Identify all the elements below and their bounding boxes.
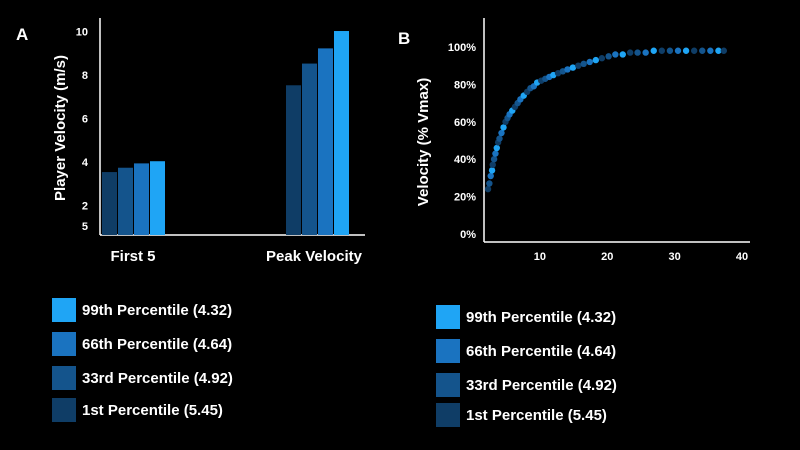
y-tick-label: 5 [82,221,88,233]
x-tick-label: 40 [736,251,748,263]
legend-item: 1st Percentile (5.45) [52,398,223,422]
x-category-label: First 5 [110,248,155,265]
scatter-point [493,144,500,152]
y-tick-label: 40% [454,154,476,166]
scatter-point [605,53,612,60]
y-tick-label: 100% [448,42,476,54]
scatter-point [496,135,503,142]
legend-swatch [52,332,76,356]
legend-item: 66th Percentile (4.64) [52,332,232,356]
scatter-point [492,150,499,157]
scatter-point [598,55,606,62]
y-tick-label: 60% [454,117,476,129]
legend-item: 99th Percentile (4.32) [436,305,616,329]
legend-swatch [436,305,460,329]
scatter-chart-b: 0% 20% 40% 60% 80% 100% 10 20 30 40 Velocity (% … [415,18,750,263]
bar-first-5-2 [134,163,149,235]
legend-item: 33rd Percentile (4.92) [52,366,233,390]
bar-first-5-3 [150,161,165,235]
legend-swatch [436,403,460,427]
scatter-point [488,167,496,174]
scatter-point [699,47,706,54]
y-tick-label: 10 [76,27,88,39]
scatter-point [720,47,728,54]
scatter-point [487,172,494,180]
panel-a-label: A [16,25,28,44]
scatter-point [486,180,493,187]
scatter-point [580,60,587,68]
bar-peak-velocity-1 [302,63,317,235]
scatter-point [642,49,649,56]
y-tick-label: 4 [82,157,89,169]
legend-item: 33rd Percentile (4.92) [436,373,617,397]
legend-label: 1st Percentile (5.45) [82,401,223,419]
legend-item: 1st Percentile (5.45) [436,403,607,427]
y-axis-title: Velocity (% Vmax) [415,78,432,206]
legend-item: 99th Percentile (4.32) [52,298,232,322]
legend-label: 33rd Percentile (4.92) [466,376,617,394]
legend-label: 66th Percentile (4.64) [82,335,233,353]
x-tick-label: 30 [669,251,681,263]
scatter-point [490,156,498,163]
bar-first-5-0 [102,172,117,235]
legend-label: 33rd Percentile (4.92) [82,369,233,387]
scatter-point [575,62,582,69]
scatter-point [666,47,674,54]
scatter-point [634,49,641,56]
legend-a: 99th Percentile (4.32) 66th Percentile (4… [52,298,312,428]
panel-b-label: B [398,29,410,48]
y-tick-label: 20% [454,192,476,204]
scatter-point [626,49,634,56]
bar-peak-velocity-3 [334,31,349,235]
y-axis-title: Player Velocity (m/s) [52,55,69,201]
scatter-point [674,47,682,54]
bar-chart-a: 5 2 4 6 8 10 First 5 Peak Velocity Player Velo… [52,18,365,265]
x-tick-label: 10 [534,251,546,263]
scatter-point [619,51,626,58]
legend-label: 99th Percentile (4.32) [82,301,233,319]
bar-first-5-1 [118,167,133,235]
y-tick-label: 80% [454,79,476,91]
scatter-point [690,47,698,54]
scatter-point [489,161,496,169]
scatter-point [715,47,722,54]
y-tick-label: 0% [460,229,476,241]
legend-label: 66th Percentile (4.64) [466,342,617,360]
scatter-point [658,47,666,54]
scatter-point [498,129,505,137]
scatter-point [500,124,507,131]
bar-peak-velocity-0 [286,85,301,236]
scatter-point [707,47,714,54]
scatter-point [484,185,492,193]
scatter-point [569,64,577,71]
legend-b: 99th Percentile (4.32) 66th Percentile (4… [436,305,696,435]
bar-peak-velocity-2 [318,48,333,235]
legend-label: 1st Percentile (5.45) [466,406,607,424]
scatter-point [564,66,571,73]
legend-swatch [52,298,76,322]
scatter-point [612,51,619,58]
legend-swatch [436,339,460,363]
y-tick-label: 2 [82,200,88,212]
scatter-point [592,56,600,64]
scatter-point [682,47,690,54]
y-tick-label: 6 [82,114,88,126]
legend-swatch [52,366,76,390]
scatter-point [650,47,657,54]
x-category-label: Peak Velocity [266,248,363,265]
scatter-point [586,58,593,66]
legend-item: 66th Percentile (4.64) [436,339,616,363]
y-tick-label: 8 [82,70,88,82]
legend-label: 99th Percentile (4.32) [466,308,617,326]
x-tick-label: 20 [601,251,613,263]
legend-swatch [52,398,76,422]
legend-swatch [436,373,460,397]
